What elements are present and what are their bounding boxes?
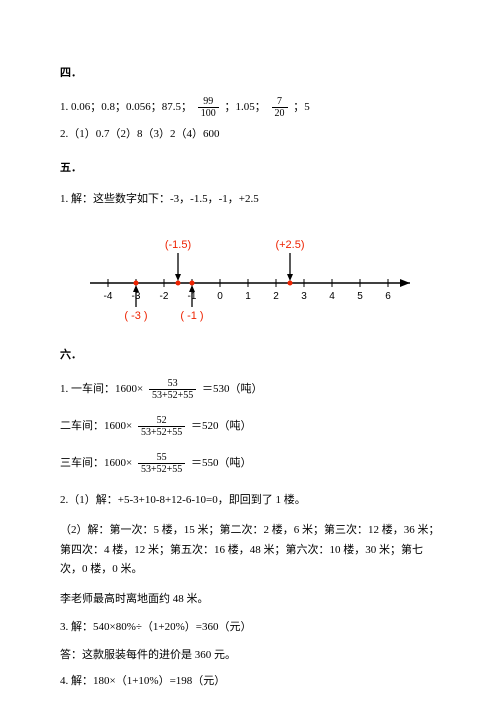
svg-text:4: 4 xyxy=(329,291,335,302)
w2-res: ＝520（吨） xyxy=(191,420,252,432)
svg-text:2: 2 xyxy=(273,291,279,302)
fraction-99-100: 99100 xyxy=(198,96,219,119)
w3-res: ＝550（吨） xyxy=(191,457,252,469)
svg-text:5: 5 xyxy=(357,291,363,302)
frac-den: 53+52+55 xyxy=(149,390,196,401)
frac-num: 53 xyxy=(149,378,196,390)
section-6-heading: 六． xyxy=(60,346,440,366)
frac-num: 7 xyxy=(272,96,288,108)
workshop-3: 三车间：1600× 5553+52+55 ＝550（吨） xyxy=(60,452,440,475)
frac-den: 20 xyxy=(272,108,288,119)
s4-q1-c: ；5 xyxy=(293,101,310,113)
svg-text:(+2.5): (+2.5) xyxy=(275,239,304,251)
w1-frac: 5353+52+55 xyxy=(149,378,196,401)
s6-q2a: 2.（1）解：+5-3+10-8+12-6-10=0，即回到了 1 楼。 xyxy=(60,491,440,511)
s4-q1-line: 1. 0.06；0.8；0.056；87.5； 99100 ；1.05； 720… xyxy=(60,96,440,119)
s4-q2: 2.（1）0.7（2）8（3）2（4）600 xyxy=(60,125,440,145)
frac-den: 53+52+55 xyxy=(138,464,185,475)
s6-q3: 3. 解：540×80%÷（1+20%）=360（元） xyxy=(60,618,440,638)
s4-q1-b: ；1.05； xyxy=(225,101,266,113)
numberline-diagram: -4-3-2-10123456(-1.5)(+2.5)( -3 )( -1 ) xyxy=(80,228,440,328)
w3-frac: 5553+52+55 xyxy=(138,452,185,475)
s6-q2c: 李老师最高时离地面约 48 米。 xyxy=(60,590,440,610)
frac-den: 100 xyxy=(198,108,219,119)
w3-label: 三车间：1600× xyxy=(60,457,132,469)
section-5-heading: 五． xyxy=(60,159,440,179)
svg-text:( -1 ): ( -1 ) xyxy=(180,310,203,322)
s4-q1-a: 1. 0.06；0.8；0.056；87.5； xyxy=(60,101,192,113)
w1-label: 1. 一车间：1600× xyxy=(60,383,143,395)
svg-text:1: 1 xyxy=(245,291,251,302)
frac-num: 55 xyxy=(138,452,185,464)
svg-text:6: 6 xyxy=(385,291,391,302)
svg-text:-4: -4 xyxy=(104,291,113,302)
s6-q4: 4. 解：180×（1+10%）=198（元） xyxy=(60,672,440,692)
frac-num: 52 xyxy=(138,415,185,427)
svg-text:-2: -2 xyxy=(160,291,169,302)
s6-ans3: 答：这款服装每件的进价是 360 元。 xyxy=(60,646,440,666)
fraction-7-20: 720 xyxy=(272,96,288,119)
s6-q2b: （2）解：第一次：5 楼，15 米；第二次：2 楼，6 米；第三次：12 楼，3… xyxy=(60,521,440,580)
section-4-heading: 四． xyxy=(60,64,440,84)
w1-res: ＝530（吨） xyxy=(202,383,263,395)
w2-frac: 5253+52+55 xyxy=(138,415,185,438)
svg-text:3: 3 xyxy=(301,291,307,302)
workshop-2: 二车间：1600× 5253+52+55 ＝520（吨） xyxy=(60,415,440,438)
frac-num: 99 xyxy=(198,96,219,108)
svg-text:( -3 ): ( -3 ) xyxy=(124,310,147,322)
frac-den: 53+52+55 xyxy=(138,427,185,438)
s5-text: 1. 解：这些数字如下：-3，-1.5，-1，+2.5 xyxy=(60,190,440,210)
workshop-1: 1. 一车间：1600× 5353+52+55 ＝530（吨） xyxy=(60,378,440,401)
w2-label: 二车间：1600× xyxy=(60,420,132,432)
svg-text:(-1.5): (-1.5) xyxy=(165,239,191,251)
svg-text:0: 0 xyxy=(217,291,223,302)
